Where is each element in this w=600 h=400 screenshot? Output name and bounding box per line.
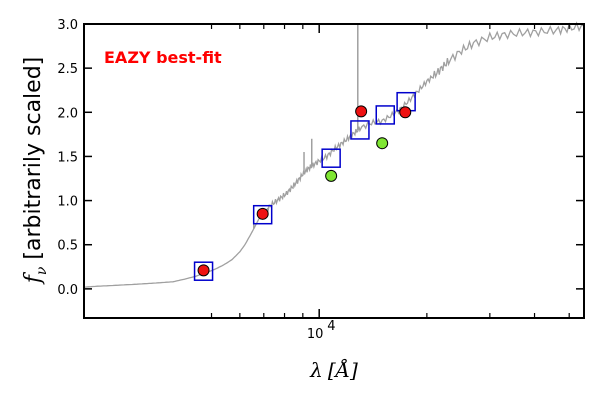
model-flux-square	[321, 148, 341, 168]
x-axis-label-unit: [Å]	[328, 357, 358, 382]
model-flux-square	[193, 261, 214, 281]
y-tick-label: 0.5	[57, 239, 78, 254]
observed-flux-point	[325, 169, 338, 182]
y-axis-label-subscript: ν	[34, 266, 50, 275]
y-tick-label: 2.5	[57, 62, 78, 77]
observed-flux-point	[197, 264, 210, 277]
model-flux-square	[375, 105, 396, 125]
observed-flux-point	[376, 137, 389, 150]
x-tick-label: 10	[307, 327, 324, 342]
observed-flux-point	[399, 106, 412, 119]
observed-flux-point	[256, 207, 269, 220]
y-tick-label: 2.0	[57, 106, 78, 121]
plot-area: 0.0 0.5 1.0 1.5 2.0 2.5 3.0 104	[57, 18, 585, 342]
model-flux-square	[350, 120, 370, 140]
model-flux-square	[252, 204, 273, 225]
observed-flux-point	[355, 105, 368, 118]
x-axis-label: λ [Å]	[309, 357, 358, 382]
plot-frame	[83, 23, 585, 319]
chart-annotation: EAZY best-fit	[104, 48, 222, 67]
y-axis-label-text: [arbitrarily scaled]	[21, 57, 46, 267]
y-tick-label: 3.0	[57, 18, 78, 33]
y-tick-label: 1.5	[57, 150, 78, 165]
y-axis-label: fν [arbitrarily scaled]	[21, 57, 50, 286]
x-axis-label-symbol: λ	[309, 358, 323, 382]
x-tick-label-exponent: 4	[327, 319, 335, 334]
y-tick-label: 1.0	[57, 195, 78, 210]
y-tick-label: 0.0	[57, 283, 78, 298]
